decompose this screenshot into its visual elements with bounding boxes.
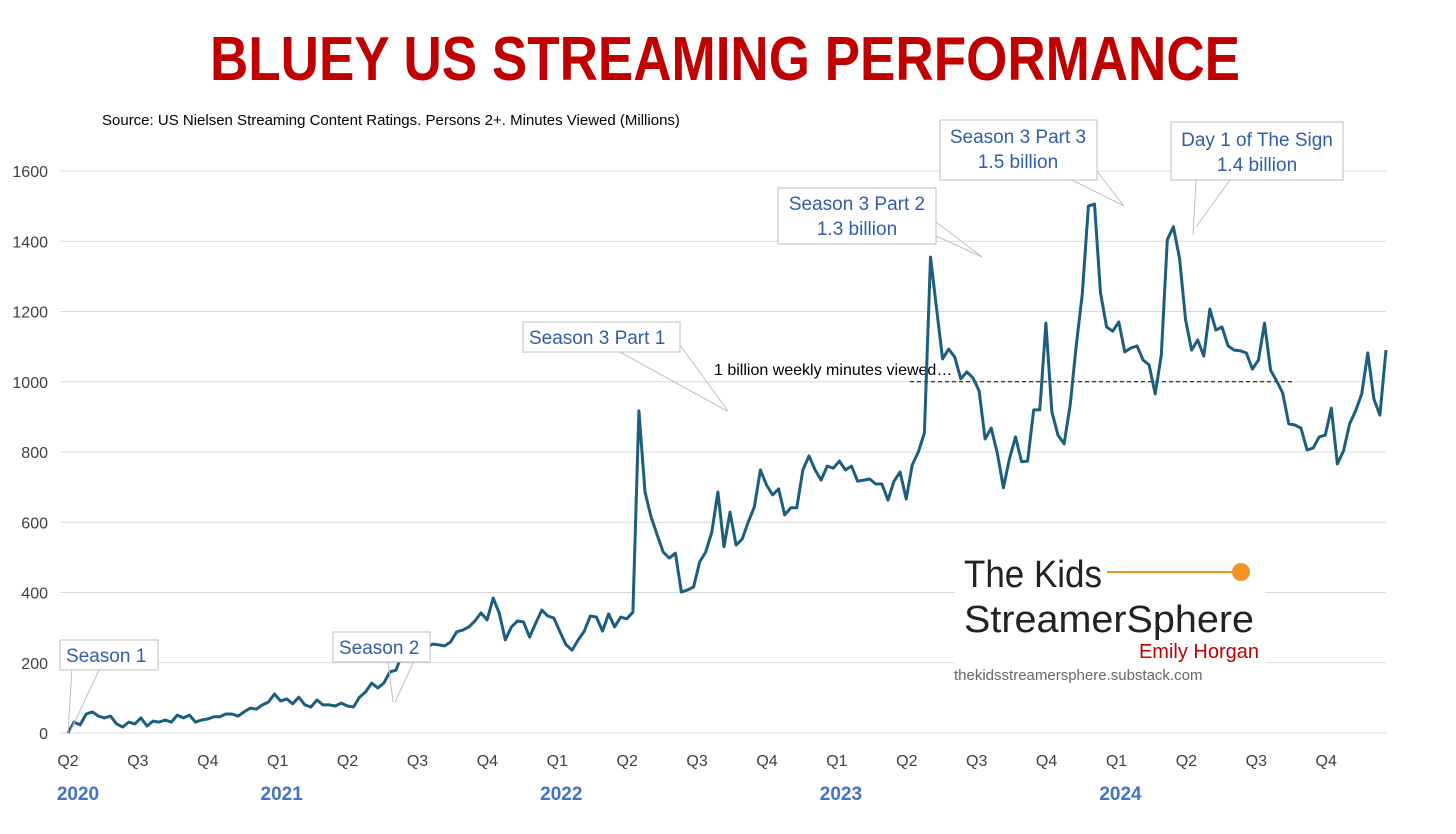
- svg-text:Day 1 of The Sign: Day 1 of The Sign: [1181, 130, 1333, 151]
- x-year-label: 2023: [820, 784, 862, 805]
- gridlines: [60, 170, 1386, 734]
- svg-text:1.5 billion: 1.5 billion: [978, 152, 1058, 173]
- svg-text:Season 1: Season 1: [66, 646, 146, 667]
- reference-line-label: 1 billion weekly minutes viewed…: [714, 362, 952, 379]
- x-tick-label: Q2: [57, 753, 78, 770]
- x-tick-label: Q3: [127, 753, 148, 770]
- x-year-label: 2020: [57, 784, 99, 805]
- svg-text:Season 2: Season 2: [339, 638, 419, 659]
- x-tick-label: Q4: [1316, 753, 1337, 770]
- y-axis: 0 200 400 600 800 1000 1200 1400 1600: [12, 164, 48, 743]
- x-tick-label: Q3: [686, 753, 707, 770]
- annotation-season-1: Season 1: [59, 639, 159, 734]
- svg-text:Season 3 Part 3: Season 3 Part 3: [950, 127, 1086, 148]
- x-tick-label: Q3: [966, 753, 987, 770]
- y-tick-label: 1200: [12, 305, 48, 322]
- x-axis: Q2 Q3 Q4 Q1 Q2 Q3 Q4 Q1 Q2 Q3 Q4 Q1 Q2 Q3 Q4 Q1 Q2 Q3 Q4 20…: [57, 753, 1337, 805]
- chart-title: BLUEY US STREAMING PERFORMANCE: [210, 25, 1240, 94]
- y-tick-label: 400: [21, 586, 48, 603]
- x-tick-label: Q4: [477, 753, 498, 770]
- chart-subtitle: Source: US Nielsen Streaming Content Rat…: [102, 112, 680, 129]
- annotation-season-3-part-2: Season 3 Part 2 1.3 billion: [777, 187, 983, 258]
- x-tick-label: Q3: [1246, 753, 1267, 770]
- x-tick-label: Q1: [547, 753, 568, 770]
- x-tick-label: Q1: [267, 753, 288, 770]
- x-tick-label: Q4: [756, 753, 777, 770]
- brand-line-2: StreamerSphere: [964, 599, 1254, 641]
- x-tick-label: Q2: [617, 753, 638, 770]
- x-tick-label: Q4: [1036, 753, 1057, 770]
- y-tick-label: 1600: [12, 164, 48, 181]
- annotation-day-1-of-the-sign: Day 1 of The Sign 1.4 billion: [1170, 121, 1344, 236]
- x-year-label: 2022: [540, 784, 582, 805]
- y-tick-label: 800: [21, 445, 48, 462]
- brand-accent-dot: [1232, 563, 1250, 581]
- brand-author: Emily Horgan: [1139, 641, 1259, 663]
- y-tick-label: 1400: [12, 234, 48, 251]
- x-tick-label: Q1: [826, 753, 847, 770]
- x-year-label: 2024: [1099, 784, 1142, 805]
- annotation-season-3-part-3: Season 3 Part 3 1.5 billion: [939, 119, 1125, 207]
- y-tick-label: 600: [21, 515, 48, 532]
- x-tick-label: Q2: [1176, 753, 1197, 770]
- svg-text:1.3 billion: 1.3 billion: [817, 219, 897, 240]
- y-tick-label: 0: [39, 726, 48, 743]
- annotation-season-3-part-1: Season 3 Part 1: [522, 321, 729, 412]
- x-tick-label: Q2: [896, 753, 917, 770]
- x-tick-label: Q3: [407, 753, 428, 770]
- svg-text:Season 3 Part 1: Season 3 Part 1: [529, 328, 665, 349]
- x-tick-label: Q2: [337, 753, 358, 770]
- svg-text:Season 3 Part 2: Season 3 Part 2: [789, 194, 925, 215]
- x-tick-label: Q1: [1106, 753, 1127, 770]
- brand-url: thekidsstreamersphere.substack.com: [954, 667, 1202, 684]
- brand-line-1: The Kids: [964, 554, 1102, 596]
- x-year-label: 2021: [261, 784, 304, 805]
- branding-logo: The Kids StreamerSphere Emily Horgan the…: [954, 548, 1265, 688]
- annotation-season-2: Season 2: [332, 631, 431, 703]
- y-tick-label: 200: [21, 656, 48, 673]
- series-line-bluey: [66, 202, 1388, 734]
- svg-text:1.4 billion: 1.4 billion: [1217, 155, 1297, 176]
- x-tick-label: Q4: [197, 753, 218, 770]
- y-tick-label: 1000: [12, 375, 48, 392]
